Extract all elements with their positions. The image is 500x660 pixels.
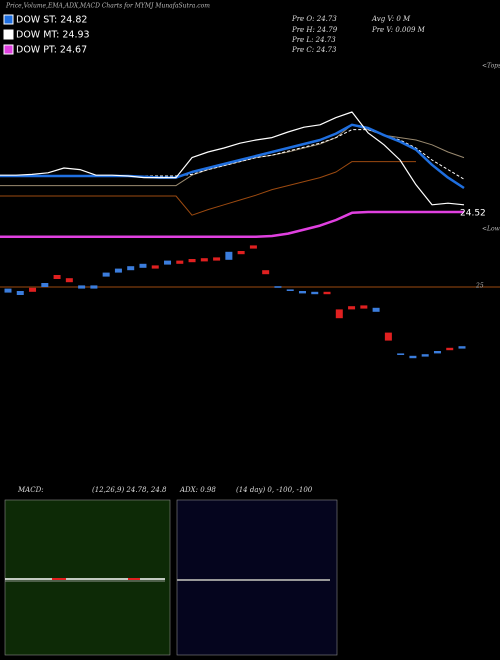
candle-body (446, 347, 454, 351)
candle-body (114, 268, 122, 273)
y-tick-label: 25 (475, 283, 484, 290)
candle-body (348, 306, 356, 310)
candle-body (78, 285, 86, 289)
info-text: Pre L: 24.73 (291, 36, 336, 44)
legend: DOW ST: 24.82 DOW MT: 24.93 DOW PT: 24.6… (3, 14, 90, 56)
candle-body (188, 259, 196, 263)
candle-body (421, 354, 429, 357)
info-text: Pre V: 0.009 M (371, 26, 426, 34)
candle-body (237, 251, 245, 255)
line-series (0, 111, 465, 206)
indicator-params: (12,26,9) 24.78, 24.8 (92, 486, 167, 494)
candle-body (409, 355, 417, 359)
indicator-params: (14 day) 0, -100, -100 (236, 486, 313, 494)
candle-body (360, 305, 368, 309)
candle-body (262, 270, 270, 275)
candle-body (41, 283, 49, 287)
candle-body (274, 286, 282, 288)
candle-body (200, 258, 208, 262)
info-text: Avg V: 0 M (371, 15, 411, 23)
candle-body (298, 291, 306, 294)
annotation: <Lows (482, 226, 500, 233)
candle-panel: 25 (0, 245, 500, 359)
candle-body (286, 289, 294, 291)
candle-body (323, 291, 331, 295)
info-text: Pre H: 24.79 (291, 26, 338, 34)
candle-body (433, 351, 441, 354)
page-title: Price,Volume,EMA,ADX,MACD Charts for MYM… (5, 3, 210, 10)
candle-body (213, 257, 221, 261)
adx-panel: ADX: 0.98 (14 day) 0, -100, -100 (176, 486, 338, 656)
candle-body (151, 265, 159, 269)
legend-label: DOW PT: 24.67 (16, 45, 87, 56)
legend-swatch (3, 14, 14, 25)
legend-swatch (3, 44, 14, 55)
panel-bg (176, 499, 338, 656)
candle-body (384, 332, 392, 341)
candle-body (372, 307, 380, 312)
candle-body (90, 285, 98, 289)
line-series (0, 210, 464, 239)
candle-body (397, 353, 405, 355)
legend-label: DOW ST: 24.82 (16, 15, 87, 26)
candle-body (102, 272, 110, 277)
candle-body (53, 275, 61, 279)
candle-body (127, 266, 135, 271)
line-series (0, 161, 416, 216)
candle-body (249, 245, 257, 249)
annotation: <Tops (482, 63, 500, 70)
candle-body (16, 291, 24, 295)
macd-panel: MACD: (12,26,9) 24.78, 24.8 (4, 486, 171, 656)
info-text: Pre O: 24.73 (291, 15, 337, 23)
candle-body (29, 287, 37, 292)
panel-bg (4, 499, 171, 656)
candle-body (335, 309, 343, 319)
line-series (0, 123, 465, 190)
candle-body (139, 263, 147, 268)
price-panel: <Tops <Lows 24.52 (0, 63, 500, 239)
legend-swatch (3, 29, 14, 40)
candle-body (176, 260, 184, 264)
legend-label: DOW MT: 24.93 (16, 30, 90, 41)
info: Pre O: 24.73 Pre H: 24.79 Pre L: 24.73 P… (291, 15, 426, 54)
candle-body (225, 251, 233, 260)
annotation: 24.52 (460, 209, 486, 219)
indicator-label: MACD: (17, 486, 44, 494)
indicator-label: ADX: 0.98 (179, 486, 216, 494)
candle-body (164, 260, 172, 265)
candle-body (458, 346, 466, 349)
candle-body (311, 291, 319, 295)
info-text: Pre C: 24.73 (291, 46, 337, 54)
candle-body (65, 278, 73, 283)
candle-body (4, 288, 12, 293)
